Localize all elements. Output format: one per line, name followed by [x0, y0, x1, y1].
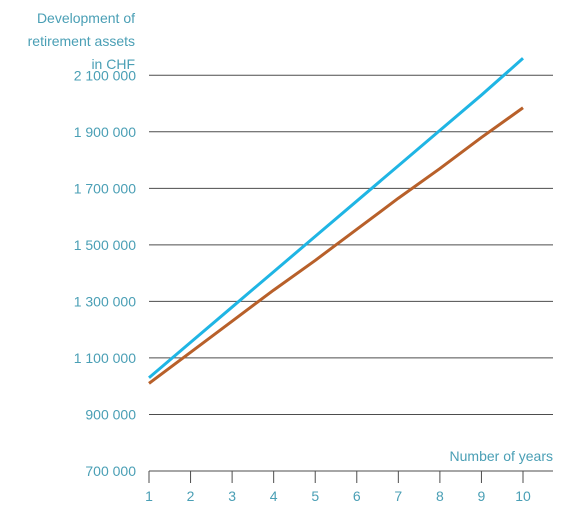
x-tick-label-6: 7 [394, 488, 402, 504]
x-tick-label-2: 3 [228, 488, 236, 504]
x-tick-label-0: 1 [145, 488, 153, 504]
y-axis-title-line-1: Development of [37, 10, 135, 26]
series-line-2 [148, 106, 524, 385]
y-tick-label-5: 1 700 000 [74, 180, 136, 196]
y-tick-label-2: 1 100 000 [74, 350, 136, 366]
x-tick-label-7: 8 [436, 488, 444, 504]
gridlines [149, 74, 553, 415]
x-tick-label-1: 2 [187, 488, 195, 504]
y-tick-label-7: 2 100 000 [74, 67, 136, 83]
y-axis-title: Development of retirement assets in CHF [28, 10, 135, 72]
y-tick-label-6: 1 900 000 [74, 124, 136, 140]
x-tick-label-8: 9 [478, 488, 486, 504]
y-tick-label-1: 900 000 [85, 406, 136, 422]
series-line-1 [148, 57, 524, 379]
x-tick-labels: 1 2 3 4 5 6 7 8 9 10 [145, 488, 531, 504]
y-tick-label-3: 1 300 000 [74, 293, 136, 309]
x-tick-label-4: 5 [311, 488, 319, 504]
data-series [148, 57, 524, 385]
x-axis-title: Number of years [450, 448, 553, 464]
x-tick-label-5: 6 [353, 488, 361, 504]
y-tick-label-4: 1 500 000 [74, 237, 136, 253]
y-axis-title-line-2: retirement assets [28, 33, 135, 49]
x-axis [148, 470, 553, 483]
x-tick-label-3: 4 [270, 488, 278, 504]
y-axis-title-line-3: in CHF [91, 56, 135, 72]
y-tick-labels: 700 000 900 000 1 100 000 1 300 000 1 500 00… [74, 67, 137, 479]
x-tick-label-9: 10 [515, 488, 531, 504]
y-tick-label-0: 700 000 [85, 463, 136, 479]
